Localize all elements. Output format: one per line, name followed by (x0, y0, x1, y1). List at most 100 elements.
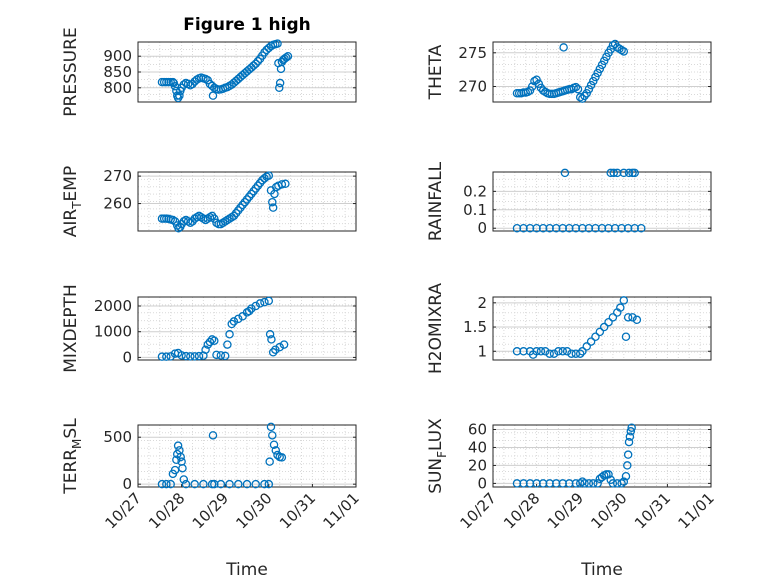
scatter-point (172, 455, 181, 465)
scatter-point (210, 336, 219, 345)
scatter-point (260, 479, 269, 489)
scatter-point (591, 72, 600, 82)
scatter-point (271, 446, 281, 455)
y-tick-label: 1 (477, 342, 487, 360)
scatter-point (551, 479, 561, 488)
scatter-point (597, 60, 607, 70)
y-tick-label: 0 (477, 474, 487, 492)
subplot-mixdepth: 0 1000 2000 MIXDEPTH (61, 284, 357, 373)
y-axis-label: RAINFALL (426, 161, 446, 241)
scatter-point (186, 352, 195, 361)
scatter-point (205, 337, 215, 347)
scatter-point (621, 471, 631, 481)
scatter-point (281, 53, 291, 62)
y-tick-label: 1000 (94, 323, 132, 341)
y-tick-label: 850 (103, 63, 132, 81)
scatter-point (608, 479, 618, 488)
y-tick-label: 0.1 (463, 201, 487, 219)
data-points (157, 171, 290, 233)
data-points (512, 423, 636, 488)
y-tick-label: 40 (468, 438, 487, 456)
scatter-point (269, 440, 279, 449)
y-tick-label: 275 (458, 44, 487, 62)
scatter-point (275, 78, 285, 88)
scatter-point (578, 94, 587, 103)
scatter-point (512, 479, 522, 488)
scatter-point (619, 477, 629, 486)
scatter-point (630, 168, 639, 178)
scatter-point (541, 347, 550, 356)
scatter-point (551, 223, 561, 233)
y-axis-label: TERRMSL (61, 418, 84, 495)
scatter-point (628, 313, 637, 322)
scatter-point (595, 64, 605, 74)
y-tick-label: 500 (103, 428, 132, 446)
scatter-point (227, 319, 236, 329)
scatter-point (606, 168, 615, 178)
scatter-point (281, 179, 290, 189)
scatter-point (580, 91, 589, 101)
scatter-point (610, 223, 620, 233)
scatter-point (277, 453, 287, 462)
scatter-point (545, 349, 554, 358)
subplot-h2omixra: 1 1.5 2 H2OMIXRA (426, 283, 712, 374)
scatter-point (168, 77, 178, 87)
scatter-point (225, 214, 234, 223)
scatter-point (181, 351, 191, 361)
scatter-point (584, 84, 594, 94)
scatter-point (157, 352, 167, 361)
axes-box (492, 296, 712, 361)
scatter-point (273, 450, 282, 460)
data-points (157, 422, 287, 489)
scatter-point (264, 479, 274, 489)
scatter-point (597, 223, 607, 233)
scatter-point (199, 479, 208, 489)
scatter-point (194, 351, 204, 361)
scatter-point (267, 335, 276, 344)
grid-lines (138, 425, 356, 487)
y-axis-label: SUNFLUX (426, 418, 449, 494)
figure-title: Figure 1 high (183, 15, 311, 35)
scatter-point (271, 345, 280, 354)
scatter-point (177, 351, 186, 360)
scatter-point (168, 215, 178, 225)
scatter-point (591, 332, 600, 341)
scatter-point (212, 218, 221, 228)
scatter-point (519, 347, 528, 356)
scatter-point (599, 56, 609, 66)
axes-box (137, 424, 357, 488)
scatter-point (178, 463, 187, 473)
scatter-point (549, 349, 559, 358)
scatter-point (619, 47, 629, 56)
scatter-point (565, 223, 574, 233)
grid-lines (493, 297, 711, 360)
grid-lines (493, 425, 711, 487)
scatter-point (584, 479, 594, 488)
scatter-point (525, 223, 535, 233)
scatter-point (260, 297, 269, 307)
scatter-point (216, 351, 226, 360)
scatter-point (268, 348, 278, 357)
subplot-theta: 270 275 THETA (426, 39, 712, 103)
scatter-point (536, 347, 546, 356)
scatter-point (251, 479, 260, 489)
scatter-point (534, 79, 544, 89)
y-axis-label: PRESSURE (61, 27, 81, 116)
scatter-point (201, 215, 210, 225)
scatter-point (223, 215, 232, 225)
scatter-point (559, 43, 568, 52)
y-axis-label: H2OMIXRA (426, 283, 446, 374)
scatter-point (181, 479, 191, 489)
scatter-point (586, 80, 596, 90)
scatter-point (255, 299, 265, 308)
scatter-point (624, 168, 634, 178)
y-tick-label: 2 (477, 294, 487, 312)
scatter-point (525, 479, 535, 488)
y-tick-label: 0 (122, 475, 132, 493)
scatter-point (218, 218, 228, 228)
scatter-point (210, 479, 219, 489)
scatter-point (573, 84, 583, 94)
scatter-point (175, 91, 184, 100)
scatter-point (188, 79, 197, 89)
